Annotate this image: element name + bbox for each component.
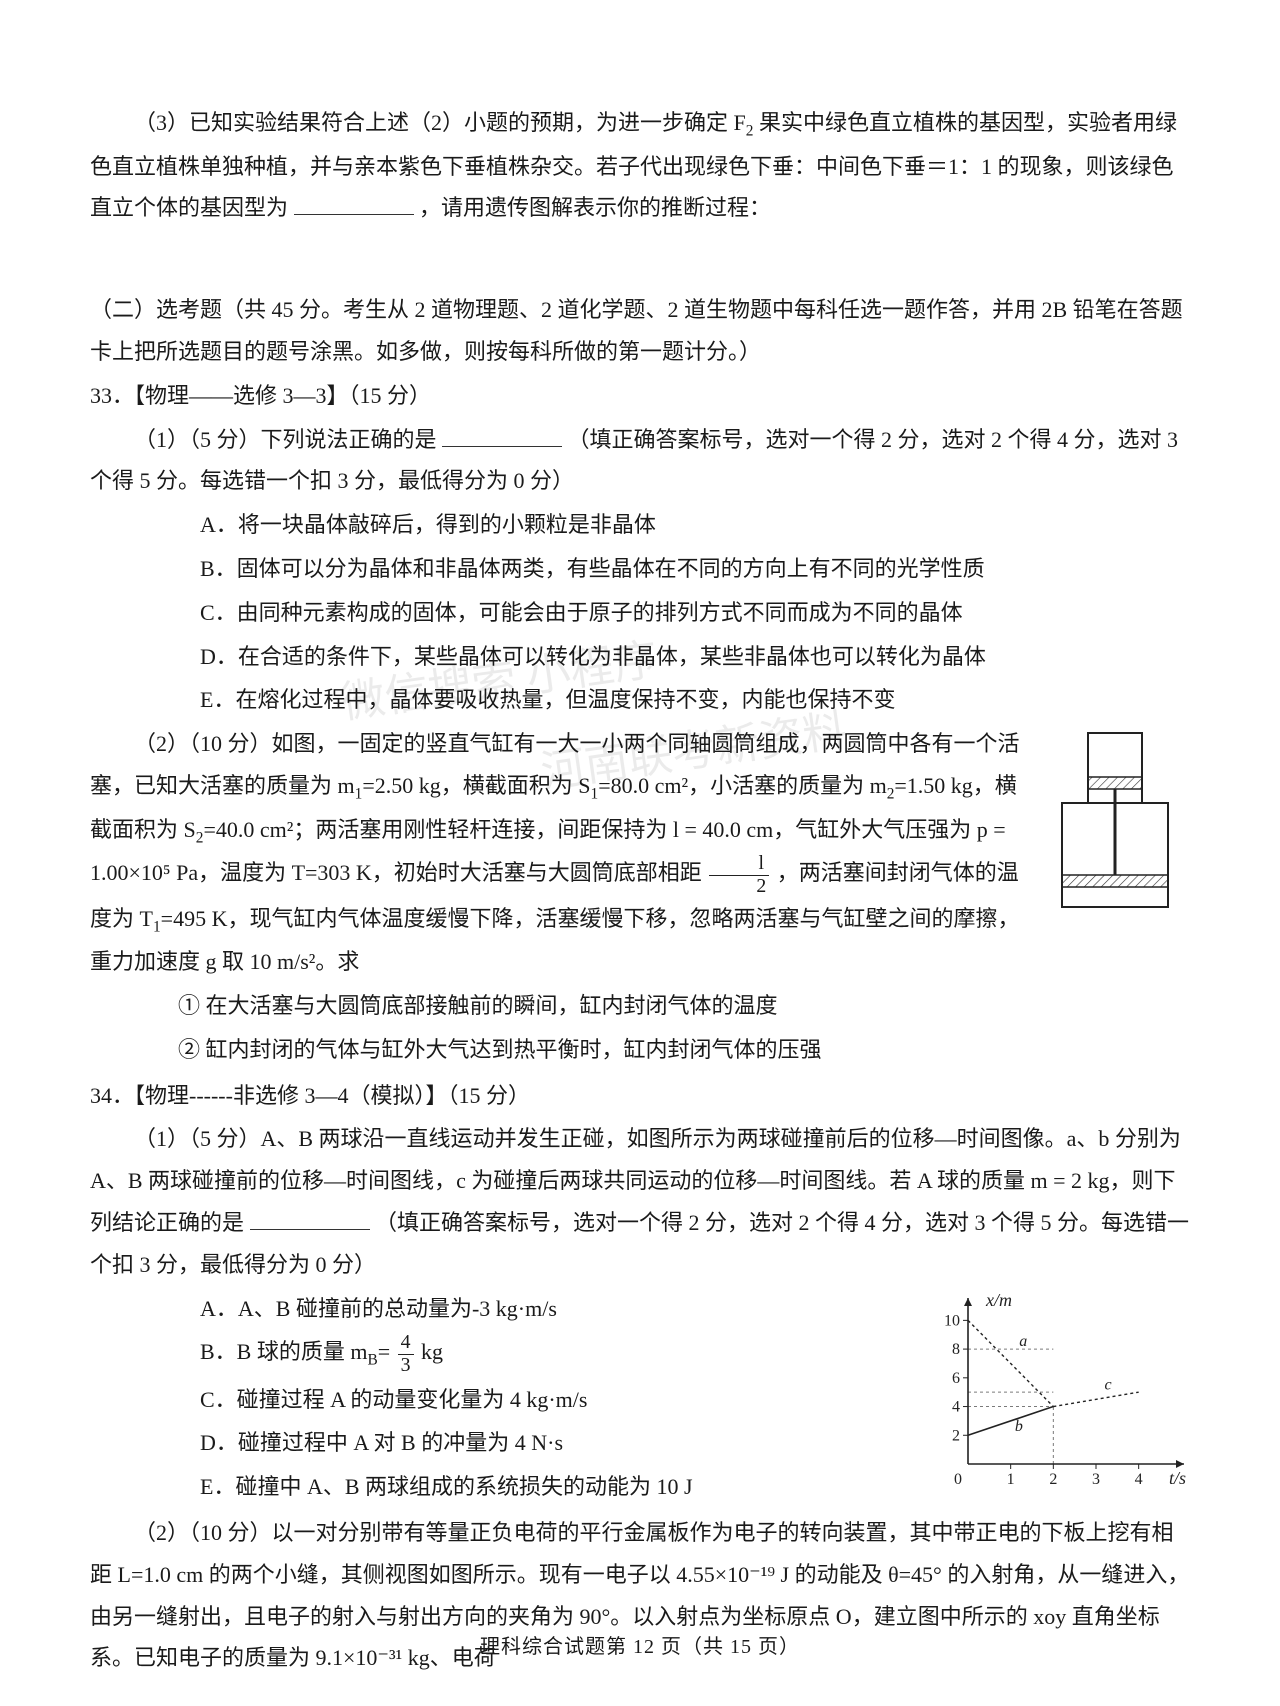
exam-page: 微信搜索 小程序 河南联考新资料 （3）已知实验结果符合上述（2）小题的预期，为… — [0, 0, 1280, 1706]
q32-part3: （3）已知实验结果符合上述（2）小题的预期，为进一步确定 F2 果实中绿色直立植… — [90, 102, 1190, 229]
page-footer: 理科综合试题第 12 页（共 15 页） — [0, 1628, 1280, 1666]
blank-q34-1 — [250, 1207, 370, 1230]
svg-text:2: 2 — [1049, 1471, 1057, 1488]
q33-option-D: D．在合适的条件下，某些晶体可以转化为非晶体，某些非晶体也可以转化为晶体 — [90, 636, 1190, 678]
blank-q33-1 — [442, 424, 562, 447]
svg-text:4: 4 — [952, 1398, 960, 1415]
svg-text:1: 1 — [1007, 1471, 1015, 1488]
q33-option-E: E．在熔化过程中，晶体要吸收热量，但温度保持不变，内能也保持不变 — [90, 679, 1190, 721]
q33-sub1: ① 在大活塞与大圆筒底部接触前的瞬间，缸内封闭气体的温度 — [90, 985, 1190, 1027]
q33-part2: （2）（10 分）如图，一固定的竖直气缸有一大一小两个同轴圆筒组成，两圆筒中各有… — [90, 723, 1190, 983]
q33-header: 33．【物理——选修 3—3】（15 分） — [90, 375, 1190, 417]
blank-genotype — [294, 192, 414, 215]
svg-text:6: 6 — [952, 1369, 960, 1386]
q34-part1-stem: （1）（5 分）A、B 两球沿一直线运动并发生正碰，如图所示为两球碰撞前后的位移… — [90, 1118, 1190, 1285]
svg-text:b: b — [1015, 1418, 1023, 1435]
svg-text:t/s: t/s — [1169, 1468, 1186, 1488]
svg-text:0: 0 — [954, 1471, 962, 1488]
svg-text:a: a — [1019, 1333, 1027, 1350]
svg-text:2: 2 — [952, 1427, 960, 1444]
svg-text:c: c — [1105, 1376, 1112, 1393]
svg-text:10: 10 — [944, 1312, 960, 1329]
q33-sub2: ② 缸内封闭的气体与缸外大气达到热平衡时，缸内封闭气体的压强 — [90, 1029, 1190, 1071]
q33-option-A: A．将一块晶体敲碎后，得到的小颗粒是非晶体 — [90, 504, 1190, 546]
svg-text:3: 3 — [1092, 1471, 1100, 1488]
svg-text:4: 4 — [1135, 1471, 1143, 1488]
q33-option-C: C．由同种元素构成的固体，可能会由于原子的排列方式不同而成为不同的晶体 — [90, 592, 1190, 634]
svg-text:x/m: x/m — [985, 1292, 1012, 1310]
svg-text:8: 8 — [952, 1341, 960, 1358]
q34-header: 34．【物理------非选修 3—4（模拟）】（15 分） — [90, 1075, 1190, 1117]
q33-cylinder-diagram — [1040, 727, 1190, 931]
q33-option-B: B．固体可以分为晶体和非晶体两类，有些晶体在不同的方向上有不同的光学性质 — [90, 548, 1190, 590]
q34-xt-graph: 1 2 3 4 0 2 4 6 8 10 a b c t/s x/m — [930, 1292, 1190, 1506]
optional-section-header: （二）选考题（共 45 分。考生从 2 道物理题、2 道化学题、2 道生物题中每… — [90, 289, 1190, 373]
q33-part1-stem: （1）（5 分）下列说法正确的是 （填正确答案标号，选对一个得 2 分，选对 2… — [90, 419, 1190, 503]
